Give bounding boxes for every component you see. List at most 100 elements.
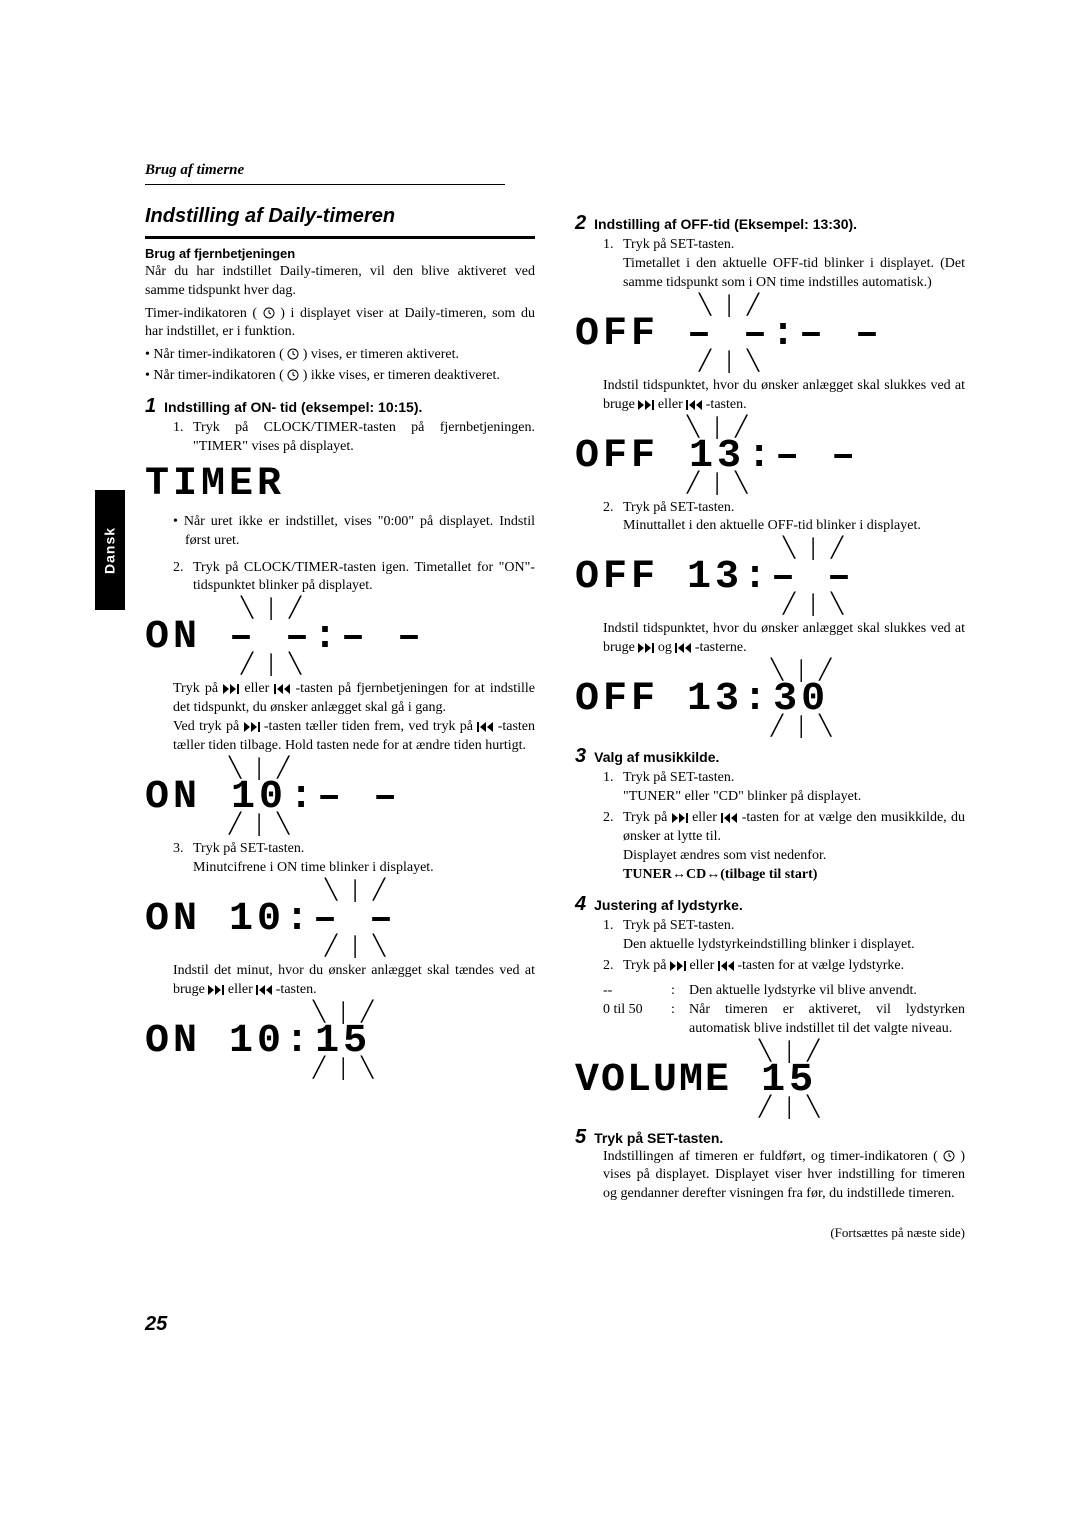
- step4-head: Justering af lydstyrke.: [594, 896, 743, 915]
- intro-p2a: Timer-indikatoren (: [145, 306, 257, 321]
- t: eller: [228, 982, 256, 997]
- step5-head: Tryk på SET-tasten.: [594, 1129, 723, 1148]
- intro-b1: Når timer-indikatoren ( ) vises, er time…: [145, 346, 535, 365]
- step2-num: 2: [575, 213, 586, 233]
- step2-i2: 2.Tryk på SET-tasten.Minuttallet i den a…: [603, 499, 965, 537]
- right-column: 2 Indstilling af OFF-tid (Eksempel: 13:3…: [575, 203, 965, 1241]
- intro-b1b: ) vises, er timeren aktiveret.: [303, 347, 459, 362]
- source-cycle: TUNER↔CD↔(tilbage til start): [623, 867, 817, 882]
- step5-num: 5: [575, 1127, 586, 1147]
- t: eller: [692, 810, 721, 825]
- lcd-off2: OFF ╲ │ ╱13╱ │ ╲ :– –: [575, 421, 965, 493]
- t: -tasten.: [706, 397, 747, 412]
- lcd-vol-label: VOLUME: [575, 1061, 731, 1101]
- step1-i3: 3.Tryk på SET-tasten.Minutcifrene i ON t…: [173, 840, 535, 878]
- remote-heading: Brug af fjernbetjeningen: [145, 245, 535, 263]
- step5-body: Indstillingen af timeren er fuldført, og…: [575, 1148, 965, 1205]
- lcd-on1: ON ╲ │ ╱– –╱ │ ╲ :– –: [145, 602, 535, 674]
- lcd-off2-rest: :– –: [747, 437, 859, 477]
- t: -tasten tæller tiden frem, ved tryk på: [264, 719, 477, 734]
- lcd-off2-label: OFF: [575, 437, 659, 477]
- step3-head: Valg af musikkilde.: [594, 748, 719, 767]
- lcd-on2-rest: :– –: [289, 778, 401, 818]
- step1-note1: Når uret ikke er indstillet, vises "0:00…: [173, 513, 535, 551]
- language-tab: Dansk: [95, 490, 125, 610]
- lcd-off3-min: – –: [771, 558, 855, 598]
- breadcrumb: Brug af timerne: [145, 160, 505, 185]
- t: Tryk på SET-tasten.: [623, 237, 734, 252]
- prev-icon: [256, 985, 272, 995]
- lcd-off3-label: OFF: [575, 558, 659, 598]
- t: eller: [244, 681, 274, 696]
- next-icon: [208, 985, 224, 995]
- step1-i2: 2.Tryk på CLOCK/TIMER-tasten igen. Timet…: [173, 559, 535, 597]
- lcd-off1-label: OFF: [575, 315, 659, 355]
- next-icon: [672, 813, 688, 823]
- t: Ved tryk på: [173, 719, 244, 734]
- step1-head: Indstilling af ON- tid (eksempel: 10:15)…: [164, 398, 422, 417]
- lcd-on2-hour: 10: [231, 778, 287, 818]
- intro-p2: Timer-indikatoren ( ) i displayet viser …: [145, 305, 535, 343]
- left-column: Indstilling af Daily-timeren Brug af fje…: [145, 203, 535, 1241]
- clock-icon: [943, 1150, 955, 1162]
- lcd-off4-min: 30: [773, 680, 829, 720]
- t: og: [658, 640, 676, 655]
- t: -tasten for at vælge lydstyrke.: [737, 958, 904, 973]
- lcd-on4-pre: 10:: [229, 1022, 313, 1062]
- step2-p1: Indstil tidspunktet, hvor du ønsker anlæ…: [575, 377, 965, 415]
- step1-i2-text: Tryk på CLOCK/TIMER-tasten igen. Timetal…: [193, 559, 535, 597]
- vol-v2: Når timeren er aktiveret, vil lydstyrken…: [689, 1001, 965, 1039]
- rays-icon: ╱ │ ╲: [759, 1101, 819, 1117]
- lcd-vol-val: 15: [761, 1061, 817, 1101]
- rays-icon: ╱ │ ╲: [783, 598, 843, 614]
- t: Tryk på: [623, 958, 670, 973]
- t: Tryk på SET-tasten.: [623, 918, 734, 933]
- next-icon: [244, 722, 260, 732]
- step1-after-on3: Indstil det minut, hvor du ønsker anlægg…: [145, 962, 535, 1000]
- next-icon: [670, 961, 686, 971]
- t: Tryk på: [173, 681, 223, 696]
- step5-row: 5 Tryk på SET-tasten.: [575, 1127, 965, 1148]
- continued-label: (Fortsættes på næste side): [575, 1224, 965, 1242]
- step3-i2: 2. Tryk på eller -tasten for at vælge de…: [603, 809, 965, 885]
- prev-icon: [721, 813, 737, 823]
- volume-table: --:Den aktuelle lydstyrke vil blive anve…: [603, 982, 965, 1039]
- rays-icon: ╱ │ ╲: [325, 940, 385, 956]
- lcd-off3: OFF 13: ╲ │ ╱– –╱ │ ╲: [575, 542, 965, 614]
- step2-head: Indstilling af OFF-tid (Eksempel: 13:30)…: [594, 215, 857, 234]
- prev-icon: [718, 961, 734, 971]
- rays-icon: ╱ │ ╲: [699, 355, 759, 371]
- rays-icon: ╱ │ ╲: [229, 818, 289, 834]
- t: eller: [658, 397, 686, 412]
- lcd-off2-hour: 13: [689, 437, 745, 477]
- step1-num: 1: [145, 396, 156, 416]
- prev-icon: [686, 400, 702, 410]
- step1-row: 1 Indstilling af ON- tid (eksempel: 10:1…: [145, 396, 535, 417]
- lcd-on2-label: ON: [145, 778, 201, 818]
- lcd-on3-pre: 10:: [229, 900, 313, 940]
- rays-icon: ╱ │ ╲: [687, 477, 747, 493]
- t: Timetallet i den aktuelle OFF-tid blinke…: [623, 256, 965, 290]
- clock-icon: [287, 348, 299, 360]
- t: "TUNER" eller "CD" blinker på displayet.: [623, 789, 861, 804]
- intro-bullets: Når timer-indikatoren ( ) vises, er time…: [145, 346, 535, 386]
- lcd-on4: ON 10: ╲ │ ╱15╱ │ ╲: [145, 1006, 535, 1078]
- section-title: Indstilling af Daily-timeren: [145, 203, 535, 239]
- t: Displayet ændres som vist nedenfor.: [623, 848, 826, 863]
- clock-icon: [263, 307, 275, 319]
- lcd-off4-pre: 13:: [687, 680, 771, 720]
- rays-icon: ╱ │ ╲: [313, 1062, 373, 1078]
- lcd-on1-rest: :– –: [313, 618, 425, 658]
- vol-sep: :: [671, 982, 681, 1001]
- t: Minutcifrene i ON time blinker i display…: [193, 860, 434, 875]
- page-number: 25: [145, 1311, 167, 1338]
- lcd-on3-min: – –: [313, 900, 397, 940]
- intro-b2b: ) ikke vises, er timeren deaktiveret.: [303, 368, 500, 383]
- lcd-timer: TIMER: [145, 465, 535, 505]
- step3-row: 3 Valg af musikkilde.: [575, 746, 965, 767]
- step1-i1: 1.Tryk på CLOCK/TIMER-tasten på fjernbet…: [173, 419, 535, 457]
- step4-row: 4 Justering af lydstyrke.: [575, 894, 965, 915]
- t: Tryk på SET-tasten.: [623, 770, 734, 785]
- t: Tryk på SET-tasten.: [623, 500, 734, 515]
- vol-v1: Den aktuelle lydstyrke vil blive anvendt…: [689, 982, 965, 1001]
